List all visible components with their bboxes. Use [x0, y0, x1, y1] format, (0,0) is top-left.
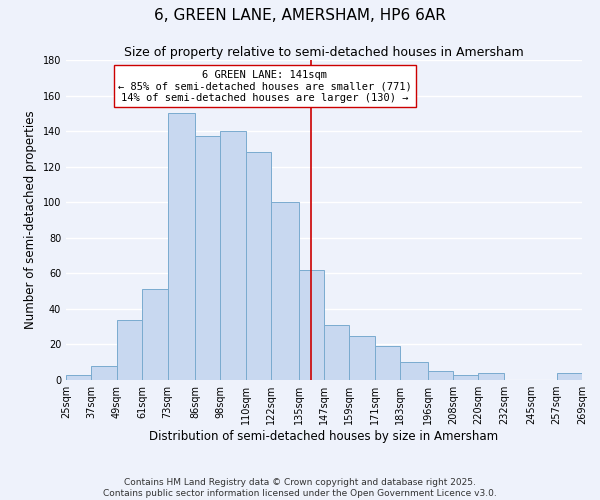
Bar	[428, 371, 453, 380]
Bar	[349, 336, 375, 380]
X-axis label: Distribution of semi-detached houses by size in Amersham: Distribution of semi-detached houses by …	[149, 430, 499, 443]
Bar	[299, 270, 324, 380]
Bar	[453, 374, 478, 380]
Bar	[142, 290, 167, 380]
Title: Size of property relative to semi-detached houses in Amersham: Size of property relative to semi-detach…	[124, 46, 524, 59]
Bar	[557, 373, 582, 380]
Bar	[66, 374, 91, 380]
Bar	[324, 325, 349, 380]
Bar	[91, 366, 117, 380]
Text: Contains HM Land Registry data © Crown copyright and database right 2025.
Contai: Contains HM Land Registry data © Crown c…	[103, 478, 497, 498]
Text: 6, GREEN LANE, AMERSHAM, HP6 6AR: 6, GREEN LANE, AMERSHAM, HP6 6AR	[154, 8, 446, 22]
Bar	[117, 320, 142, 380]
Bar	[167, 114, 195, 380]
Bar	[220, 131, 246, 380]
Bar	[478, 373, 504, 380]
Bar	[271, 202, 299, 380]
Text: 6 GREEN LANE: 141sqm
← 85% of semi-detached houses are smaller (771)
14% of semi: 6 GREEN LANE: 141sqm ← 85% of semi-detac…	[118, 70, 412, 103]
Bar	[195, 136, 220, 380]
Bar	[400, 362, 428, 380]
Bar	[246, 152, 271, 380]
Bar	[375, 346, 400, 380]
Y-axis label: Number of semi-detached properties: Number of semi-detached properties	[24, 110, 37, 330]
